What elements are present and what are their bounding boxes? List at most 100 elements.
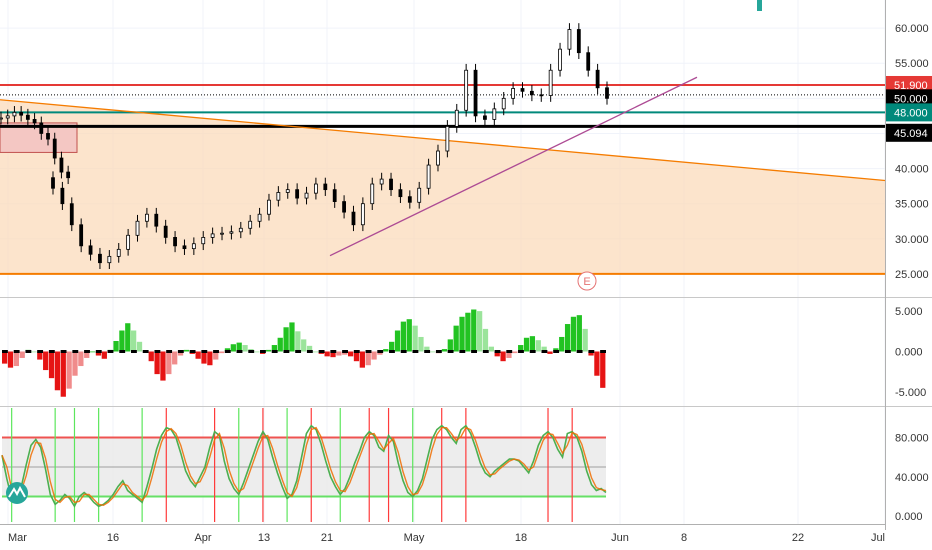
candle-body <box>351 211 356 226</box>
price-tick-label: 40.000 <box>895 164 929 176</box>
candle-body <box>417 187 422 203</box>
momentum-bar <box>324 351 330 357</box>
zero-dot <box>576 350 583 353</box>
momentum-bar <box>553 348 559 352</box>
price-tag-bg <box>886 103 932 122</box>
momentum-bar <box>7 351 14 368</box>
horizontal-levels <box>0 83 885 275</box>
momentum-bar <box>177 351 184 356</box>
price-tick-label: 35.000 <box>895 199 929 211</box>
candle-body <box>46 133 50 140</box>
zero-dot <box>166 350 173 353</box>
candle-body <box>586 52 591 71</box>
momentum-bar <box>347 351 354 357</box>
candle-body <box>173 237 177 247</box>
zero-dot <box>424 350 431 353</box>
candle-body <box>342 201 346 213</box>
momentum-bar <box>84 351 90 358</box>
candle-body <box>323 183 328 191</box>
candle-body <box>398 189 403 198</box>
time-tick-label: 18 <box>515 532 527 544</box>
zero-dot <box>189 350 196 353</box>
zero-dot <box>482 350 489 353</box>
momentum-bar <box>89 351 96 353</box>
candle-body <box>210 233 215 238</box>
time-tick-label: 16 <box>107 532 119 544</box>
momentum-bar <box>564 324 571 352</box>
candle-body <box>238 227 243 233</box>
momentum-bar <box>576 315 582 352</box>
event-marker-label: E <box>583 276 590 288</box>
momentum-bar <box>353 351 360 362</box>
candle-body <box>285 189 290 193</box>
candle-body <box>492 108 497 120</box>
candles <box>0 23 609 270</box>
price-tag-bg <box>886 89 932 108</box>
zero-dot <box>330 350 337 353</box>
momentum-bar <box>453 325 459 352</box>
momentum-bar <box>512 351 518 354</box>
zero-dot <box>224 350 231 353</box>
momentum-bar <box>131 330 137 352</box>
momentum-bar <box>301 339 307 352</box>
price-tick-label: 25.000 <box>895 269 929 281</box>
momentum-bar <box>330 351 336 358</box>
candle-body <box>51 177 55 189</box>
candle-body <box>295 189 300 199</box>
zero-dot <box>306 350 313 353</box>
momentum-bar <box>412 325 418 352</box>
momentum-bar <box>183 349 190 352</box>
zero-dot <box>600 350 606 353</box>
candle-body <box>135 220 140 236</box>
time-tick-label: Jun <box>611 532 629 544</box>
price-tag-label: 48.000 <box>894 107 928 119</box>
momentum-bar <box>213 351 219 360</box>
zero-dot <box>459 350 466 353</box>
momentum-bar <box>312 351 319 353</box>
momentum-panel <box>2 309 606 397</box>
momentum-bar <box>224 348 231 352</box>
candle-body <box>454 109 459 127</box>
candle-body <box>19 111 24 116</box>
momentum-bar <box>160 351 166 381</box>
momentum-bar <box>600 351 606 388</box>
momentum-bar <box>136 341 143 352</box>
momentum-bar <box>271 345 278 352</box>
momentum-bar <box>336 351 342 356</box>
candle-body <box>98 253 102 264</box>
candle-body <box>511 88 516 99</box>
candle-body <box>144 213 149 222</box>
price-tick-label: 55.000 <box>895 58 929 70</box>
momentum-bar <box>172 351 178 365</box>
zero-dot <box>553 350 560 353</box>
candle-body <box>257 213 262 222</box>
price-tick-label: 60.000 <box>895 23 929 35</box>
event-marker[interactable]: E <box>577 271 597 291</box>
candle-body <box>248 220 253 229</box>
momentum-bar <box>265 349 272 352</box>
momentum-bar <box>529 336 536 352</box>
momentum-bar <box>166 351 172 375</box>
candle-body <box>548 69 553 96</box>
zero-dot <box>95 350 102 353</box>
momentum-bar <box>218 351 225 354</box>
candle-body <box>12 111 17 117</box>
candle-body <box>154 213 159 227</box>
zero-dot <box>353 350 360 353</box>
momentum-bar <box>277 337 283 352</box>
candle-body <box>59 157 64 173</box>
momentum-bar <box>594 351 600 376</box>
candle-body <box>25 114 30 120</box>
candle-body <box>79 224 84 247</box>
event-marker-circle <box>577 271 597 291</box>
momentum-bar <box>289 322 295 352</box>
zero-dot <box>365 350 372 353</box>
zero-dot <box>2 350 8 353</box>
zero-dot <box>177 350 184 353</box>
zero-dot <box>119 350 126 353</box>
momentum-bar <box>66 351 72 389</box>
momentum-bar <box>447 339 453 352</box>
time-tick-label: 8 <box>681 532 687 544</box>
momentum-bar <box>559 336 565 352</box>
zero-dot <box>37 350 44 353</box>
